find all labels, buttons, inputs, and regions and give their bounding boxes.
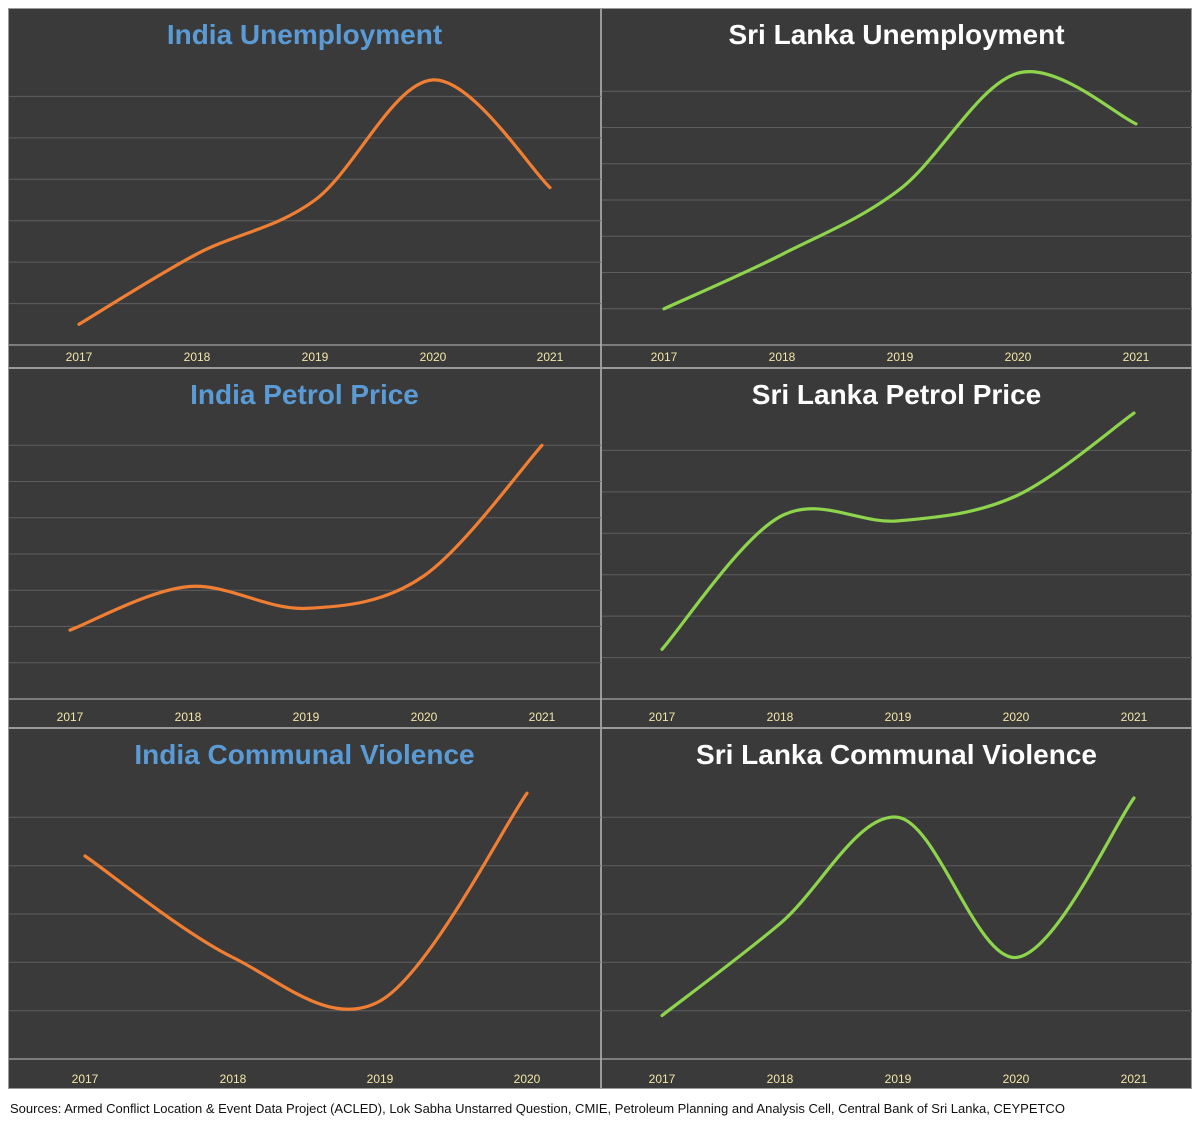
chart-title: India Unemployment (166, 19, 443, 50)
x-tick-label: 2018 (175, 710, 202, 724)
x-tick-label: 2017 (66, 350, 93, 364)
x-tick-label: 2018 (184, 350, 211, 364)
chart-panel-srilanka-communal: Sri Lanka Communal Violence 2017 2018 2019… (601, 728, 1192, 1089)
chart-svg: 2017 2018 2019 2020 (9, 791, 601, 1086)
series-line (68, 443, 544, 632)
chart-title: Sri Lanka Petrol Price (751, 379, 1042, 410)
chart-svg: 2017 2018 2019 2020 2021 (602, 411, 1192, 724)
chart-panel-srilanka-petrol: Sri Lanka Petrol Price 2017 2018 2019 2020 2… (601, 368, 1192, 728)
chart-panel-srilanka-unemployment: Sri Lanka Unemployment 2017 2018 2019 2020 2… (601, 8, 1192, 368)
series-line (660, 796, 1136, 1018)
chart-svg: 2017 2018 2019 2020 2021 (602, 70, 1192, 364)
x-tick-label: 2018 (767, 1072, 794, 1086)
x-tick-label: 2021 (1123, 350, 1150, 364)
x-tick-label: 2017 (57, 710, 84, 724)
x-tick-label: 2019 (293, 710, 320, 724)
chart-svg: 2017 2018 2019 2020 2021 (602, 796, 1192, 1086)
x-tick-label: 2017 (649, 1072, 676, 1086)
x-tick-label: 2021 (537, 350, 564, 364)
x-tick-label: 2020 (1005, 350, 1032, 364)
x-tick-label: 2020 (420, 350, 447, 364)
x-tick-label: 2020 (1003, 710, 1030, 724)
x-tick-label: 2020 (1003, 1072, 1030, 1086)
chart-svg: 2017 2018 2019 2020 2021 (9, 78, 601, 364)
x-tick-label: 2019 (367, 1072, 394, 1086)
series-line (77, 78, 552, 326)
x-tick-label: 2019 (885, 710, 912, 724)
x-tick-label: 2021 (1121, 710, 1148, 724)
series-line (660, 411, 1136, 651)
x-tick-label: 2017 (649, 710, 676, 724)
x-tick-label: 2021 (1121, 1072, 1148, 1086)
chart-title: India Communal Violence (134, 739, 475, 770)
x-tick-label: 2020 (514, 1072, 541, 1086)
chart-panel-india-petrol: India Petrol Price 2017 2018 2019 2020 2021 (8, 368, 601, 728)
x-tick-label: 2019 (885, 1072, 912, 1086)
x-tick-label: 2018 (767, 710, 794, 724)
x-tick-label: 2017 (72, 1072, 99, 1086)
series-line (662, 70, 1138, 311)
x-tick-label: 2019 (887, 350, 914, 364)
chart-panel-india-unemployment: India Unemployment 2017 2018 2019 2020 2021 (8, 8, 601, 368)
chart-title: India Petrol Price (190, 379, 419, 410)
x-tick-label: 2021 (529, 710, 556, 724)
x-tick-label: 2019 (302, 350, 329, 364)
chart-svg: 2017 2018 2019 2020 2021 (9, 443, 601, 724)
sources-caption: Sources: Armed Conflict Location & Event… (10, 1101, 1065, 1116)
chart-title: Sri Lanka Communal Violence (696, 739, 1097, 770)
x-tick-label: 2020 (411, 710, 438, 724)
x-tick-label: 2017 (651, 350, 678, 364)
series-line (83, 791, 529, 1011)
chart-title: Sri Lanka Unemployment (728, 19, 1065, 50)
x-tick-label: 2018 (769, 350, 796, 364)
x-tick-label: 2018 (220, 1072, 247, 1086)
chart-panel-india-communal: India Communal Violence 2017 2018 2019 2020 (8, 728, 601, 1089)
